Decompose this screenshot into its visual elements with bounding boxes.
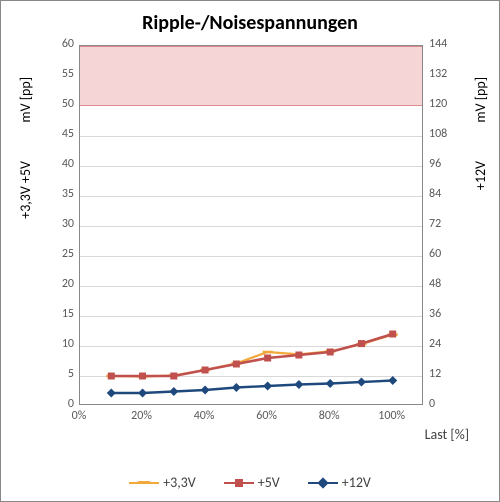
y-left-tick: 25 [39,247,74,261]
y-right-tick: 24 [429,337,464,351]
y-right-tick: 132 [429,67,464,81]
legend-item: +12V [308,474,371,491]
y-right-tick: 108 [429,127,464,141]
legend-label: +3,3V [163,474,196,491]
series-line-+12V [111,381,392,394]
series-layer [80,46,424,406]
x-tick: 0% [59,409,99,423]
series-marker [263,381,272,390]
y-right-label-1: mV [pp] [472,77,489,123]
series-marker [389,331,396,338]
x-tick: 20% [122,409,162,423]
legend-label: +12V [342,474,371,491]
y-right-tick: 48 [429,277,464,291]
y-left-label-1: mV [pp] [17,77,34,123]
y-right-tick: 120 [429,97,464,111]
legend-swatch [224,476,254,490]
x-tick: 100% [372,409,412,423]
y-right-tick: 84 [429,187,464,201]
series-marker [108,373,115,380]
series-marker [139,373,146,380]
series-marker [170,373,177,380]
series-line-+5V [111,334,392,376]
chart-title: Ripple-/Noisespannungen [1,1,499,35]
y-right-tick: 60 [429,247,464,261]
y-left-tick: 20 [39,277,74,291]
y-left-tick: 55 [39,67,74,81]
legend: +3,3V +5V +12V [1,474,499,491]
y-right-label-2: +12V [472,161,489,190]
series-marker [388,376,397,385]
series-marker [358,340,365,347]
series-marker [357,377,366,386]
x-axis-title: Last [%] [425,426,469,443]
series-marker [169,387,178,396]
series-marker [263,351,273,354]
series-marker [202,367,209,374]
y-left-tick: 15 [39,307,74,321]
y-right-tick: 96 [429,157,464,171]
y-left-tick: 40 [39,157,74,171]
y-right-tick: 36 [429,307,464,321]
series-marker [233,361,240,368]
chart-container: Ripple-/Noisespannungen mV [pp] +3,3V +5… [0,0,500,502]
series-marker [295,352,302,359]
legend-item: +3,3V [129,474,196,491]
series-marker [326,379,335,388]
legend-swatch [308,476,338,490]
series-line-+3,3V [111,335,392,377]
y-right-tick: 12 [429,367,464,381]
y-left-tick: 45 [39,127,74,141]
x-tick: 40% [184,409,224,423]
plot-area [79,45,423,405]
y-left-tick: 10 [39,337,74,351]
y-left-tick: 35 [39,187,74,201]
series-marker [201,385,210,394]
legend-item: +5V [224,474,280,491]
y-left-tick: 5 [39,367,74,381]
y-left-tick: 50 [39,97,74,111]
series-marker [327,349,334,356]
series-marker [232,383,241,392]
x-tick: 60% [247,409,287,423]
x-tick: 80% [309,409,349,423]
series-marker [264,355,271,362]
legend-swatch [129,476,159,490]
series-marker [107,388,116,397]
series-marker [294,380,303,389]
y-left-tick: 30 [39,217,74,231]
series-marker [138,388,147,397]
y-right-tick: 144 [429,37,464,51]
y-left-label-2: +3,3V +5V [17,161,34,219]
y-left-tick: 60 [39,37,74,51]
y-right-tick: 0 [429,397,464,411]
legend-label: +5V [258,474,280,491]
y-right-tick: 72 [429,217,464,231]
